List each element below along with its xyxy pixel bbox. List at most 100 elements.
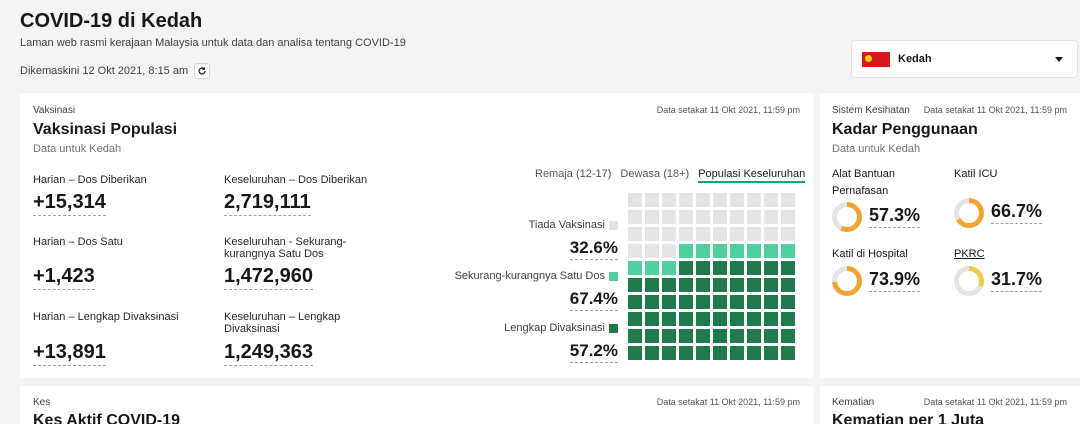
health-stamp: Data setakat 11 Okt 2021, 11:59 pm [923,105,1067,115]
legend-unvaccinated: Tiada Vaksinasi [529,219,618,231]
metric-icu-label: Katil ICU [954,168,998,180]
waffle-cell-full [679,329,693,343]
refresh-button[interactable] [194,63,211,79]
waffle-cell-none [645,193,659,207]
waffle-cell-none [696,227,710,241]
waffle-cell-full [730,312,744,326]
legend-one-dose-label: Sekurang-kurangnya Satu Dos [454,270,605,282]
stat-daily-doses-label: Harian – Dos Diberikan [33,174,147,186]
waffle-cell-full [764,261,778,275]
waffle-cell-full [730,278,744,292]
waffle-cell-full [747,329,761,343]
tab-adults[interactable]: Dewasa (18+) [620,168,690,180]
stat-total-full-value[interactable]: 1,249,363 [224,341,313,366]
tab-teens[interactable]: Remaja (12-17) [535,168,612,180]
population-tabs: Remaja (12-17) Dewasa (18+) Populasi Kes… [535,168,806,183]
health-title: Kadar Penggunaan [832,121,978,138]
waffle-cell-full [679,312,693,326]
vaccination-stamp: Data setakat 11 Okt 2021, 11:59 pm [656,105,800,115]
pkrc-donut [954,266,984,296]
legend-unvaccinated-value: 32.6% [569,238,618,260]
waffle-cell-full [764,295,778,309]
waffle-cell-full [645,295,659,309]
waffle-cell-partial [764,244,778,258]
waffle-cell-full [764,278,778,292]
stat-daily-full-value[interactable]: +13,891 [33,341,106,366]
waffle-cell-full [679,346,693,360]
tab-total-population[interactable]: Populasi Keseluruhan [698,168,806,183]
waffle-cell-none [696,193,710,207]
waffle-cell-none [781,210,795,224]
deaths-eyebrow: Kematian [832,397,875,408]
waffle-cell-full [662,295,676,309]
waffle-cell-full [679,295,693,309]
waffle-cell-partial [781,244,795,258]
waffle-cell-full [645,329,659,343]
stat-daily-doses-value[interactable]: +15,314 [33,191,106,216]
legend-full-label: Lengkap Divaksinasi [504,322,605,334]
waffle-cell-full [628,312,642,326]
waffle-cell-full [645,346,659,360]
waffle-cell-full [696,295,710,309]
waffle-cell-none [679,227,693,241]
vaccination-card: Vaksinasi Vaksinasi Populasi Data untuk … [20,93,813,378]
waffle-cell-none [628,244,642,258]
waffle-cell-partial [713,244,727,258]
waffle-cell-none [696,210,710,224]
waffle-cell-full [679,261,693,275]
ventilator-donut [832,202,862,232]
vaccination-waffle-chart [628,193,795,360]
kedah-flag-icon [862,51,890,67]
legend-unvaccinated-label: Tiada Vaksinasi [528,219,605,231]
metric-pkrc-label[interactable]: PKRC [954,248,985,260]
stat-daily-first-dose-label: Harian – Dos Satu [33,236,123,248]
metric-hospital-value[interactable]: 73.9% [869,269,921,292]
vaccination-eyebrow: Vaksinasi [33,105,76,116]
waffle-cell-full [747,346,761,360]
stat-daily-first-dose-value[interactable]: +1,423 [33,265,95,290]
waffle-cell-none [713,210,727,224]
waffle-cell-full [662,346,676,360]
metric-ventilator-value[interactable]: 57.3% [869,205,921,228]
waffle-cell-full [645,312,659,326]
state-select-value: Kedah [898,53,932,65]
waffle-cell-full [696,278,710,292]
waffle-cell-full [696,329,710,343]
waffle-cell-full [747,278,761,292]
waffle-cell-partial [645,261,659,275]
metric-icu-value[interactable]: 66.7% [991,201,1043,224]
waffle-cell-full [747,295,761,309]
waffle-cell-none [764,227,778,241]
waffle-cell-none [764,210,778,224]
waffle-cell-full [781,278,795,292]
state-select[interactable]: Kedah [851,40,1078,78]
waffle-cell-none [645,244,659,258]
waffle-cell-full [747,261,761,275]
stat-total-doses-value[interactable]: 2,719,111 [224,191,311,216]
waffle-cell-full [730,261,744,275]
waffle-cell-full [713,295,727,309]
metric-pkrc-value[interactable]: 31.7% [991,269,1043,292]
waffle-cell-full [781,312,795,326]
waffle-cell-full [730,295,744,309]
waffle-cell-none [747,210,761,224]
waffle-cell-none [628,227,642,241]
waffle-cell-none [662,193,676,207]
waffle-cell-none [781,193,795,207]
waffle-cell-none [628,193,642,207]
waffle-cell-full [662,329,676,343]
waffle-cell-partial [662,261,676,275]
waffle-cell-partial [628,261,642,275]
waffle-cell-full [730,346,744,360]
stat-total-first-dose-value[interactable]: 1,472,960 [224,265,313,290]
waffle-cell-none [662,210,676,224]
last-updated: Dikemaskini 12 Okt 2021, 8:15 am [20,63,211,79]
waffle-cell-full [781,346,795,360]
refresh-icon [198,67,206,75]
stat-total-doses-label: Keseluruhan – Dos Diberikan [224,174,368,186]
swatch-unvaccinated [609,220,618,230]
swatch-one-dose [609,271,618,281]
legend-full: Lengkap Divaksinasi [504,322,618,334]
waffle-cell-full [764,329,778,343]
waffle-cell-full [764,346,778,360]
